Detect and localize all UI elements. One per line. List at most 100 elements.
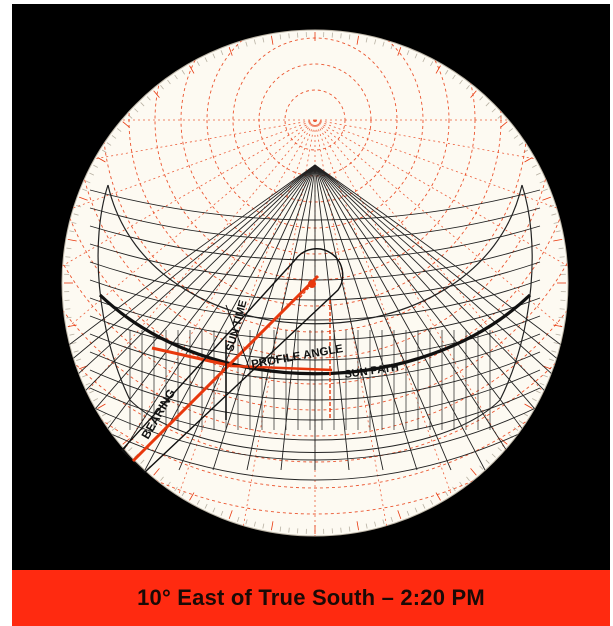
scale-tick (122, 121, 130, 128)
scale-tick (271, 521, 274, 531)
scale-tick (71, 221, 77, 224)
scale-tick (422, 503, 426, 509)
bowl-outline-lower (129, 399, 501, 453)
profile-vertical-lines (129, 330, 491, 430)
scale-tick (459, 79, 463, 85)
scale-tick (288, 33, 290, 39)
hour-meridian (314, 164, 568, 471)
hour-meridian (314, 164, 384, 471)
scale-tick (479, 96, 484, 101)
degree-scale-ticks (64, 32, 566, 534)
scale-tick (430, 500, 434, 505)
scale-tick (558, 316, 564, 319)
scale-tick (122, 438, 130, 445)
azimuth-line (314, 119, 568, 442)
scale-tick (459, 481, 463, 487)
scale-tick (340, 33, 342, 39)
scale-tick (128, 447, 133, 452)
scale-tick (146, 96, 151, 101)
scale-tick (356, 521, 359, 531)
date-parallel (89, 387, 541, 441)
scale-tick (542, 374, 548, 378)
scale-tick (551, 213, 557, 216)
scale-tick (97, 403, 106, 409)
scale-tick (71, 342, 77, 345)
hour-meridian (314, 164, 554, 471)
scale-tick (374, 521, 377, 527)
scale-tick (220, 510, 224, 516)
scale-tick (553, 342, 559, 345)
scale-tick (66, 247, 72, 250)
hour-meridian (62, 164, 316, 471)
scale-tick (559, 308, 565, 310)
scale-tick (558, 247, 564, 250)
scale-tick (101, 413, 107, 417)
scale-tick (430, 61, 434, 66)
scale-tick (518, 142, 524, 146)
scale-tick (470, 90, 477, 98)
scale-tick (382, 41, 385, 47)
scale-tick (262, 37, 265, 43)
scale-tick (348, 526, 351, 532)
scale-tick (466, 476, 470, 482)
scale-tick (196, 61, 200, 66)
hour-meridian (280, 164, 316, 471)
scale-tick (518, 420, 524, 424)
scale-tick (485, 102, 490, 107)
scale-tick (513, 135, 519, 139)
scale-tick (67, 239, 77, 242)
scale-tick (553, 221, 559, 224)
scale-tick (262, 523, 265, 529)
scale-tick (397, 47, 402, 56)
scale-tick (111, 427, 117, 431)
sun-path-line (98, 293, 532, 376)
scale-tick (390, 516, 393, 522)
scale-tick (374, 39, 377, 45)
scale-tick (85, 382, 91, 386)
scale-tick (228, 47, 233, 56)
scale-tick (73, 350, 79, 353)
scale-tick (271, 35, 274, 45)
scale-tick (288, 527, 290, 533)
date-parallel (89, 423, 541, 481)
scale-tick (153, 468, 160, 476)
scale-tick (73, 213, 79, 216)
scale-tick (356, 35, 359, 45)
scale-tick (245, 41, 248, 47)
scale-tick (66, 316, 72, 319)
scale-tick (253, 521, 256, 527)
bowl-outline-left (97, 184, 131, 401)
altitude-ring (62, 30, 568, 489)
scale-tick (189, 65, 195, 74)
scale-tick (500, 121, 508, 128)
scale-tick (542, 188, 548, 192)
scale-tick (220, 50, 224, 56)
scale-tick (189, 492, 195, 501)
scale-tick (524, 157, 533, 163)
scale-tick (452, 74, 456, 80)
hour-meridian (62, 164, 316, 471)
scale-tick (111, 135, 117, 139)
scale-tick (524, 403, 533, 409)
scale-tick (153, 90, 160, 98)
scale-tick (491, 453, 496, 458)
scale-tick (365, 523, 368, 529)
scale-tick (279, 526, 282, 532)
scale-tick (497, 114, 502, 119)
hour-meridian (314, 164, 418, 471)
bowl-outline-upper (107, 184, 523, 325)
scale-tick (551, 350, 557, 353)
caption-bar: 10° East of True South – 2:20 PM (12, 570, 610, 626)
scale-tick (134, 108, 139, 113)
scale-tick (365, 37, 368, 43)
scale-tick (116, 128, 122, 132)
scale-tick (196, 500, 200, 505)
profile-angle-marker-left (151, 346, 233, 368)
date-parallel (89, 315, 541, 361)
scale-tick (93, 164, 98, 168)
date-parallel (89, 333, 541, 381)
hour-meridian (110, 164, 316, 471)
sun-time-tick (225, 304, 251, 371)
hour-meridian (212, 164, 316, 471)
scale-tick (76, 358, 82, 361)
